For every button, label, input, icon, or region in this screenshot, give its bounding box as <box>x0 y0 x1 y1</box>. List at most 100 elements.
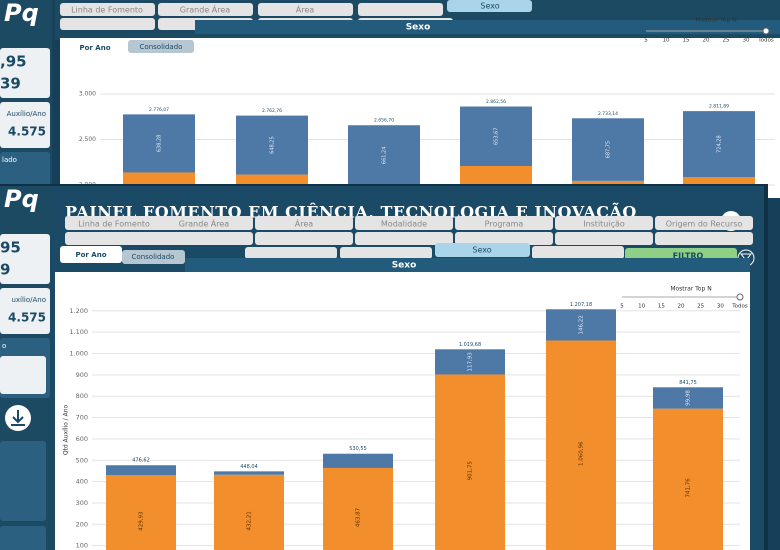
slider-tick-label: 15 <box>658 304 665 310</box>
bar-value-label: 463,87 <box>356 507 362 527</box>
filter-tab-active[interactable] <box>447 0 532 12</box>
bar-segment <box>106 475 176 550</box>
bar-segment <box>653 408 723 550</box>
slider-label: Mostrar Top N <box>670 286 711 293</box>
bar-segment <box>348 125 420 186</box>
filter-tab[interactable] <box>245 247 337 259</box>
y-tick-label: 900 <box>76 371 88 379</box>
filter-tab[interactable] <box>358 3 443 16</box>
bar-value-label: 432,21 <box>247 511 253 530</box>
y-tick-label: 3.000 <box>79 91 96 98</box>
slider-knob[interactable] <box>736 293 744 301</box>
filter-tab-label: Modalidade <box>381 220 427 229</box>
filter-tab-label: Programa <box>485 220 524 229</box>
filter-tab-active[interactable] <box>435 243 530 257</box>
bar-value-label: 429,93 <box>139 511 145 531</box>
filter-tab[interactable] <box>255 216 353 230</box>
bar-value-label: 724,28 <box>717 135 723 153</box>
slider-tick-label: 20 <box>703 38 710 44</box>
tab[interactable] <box>122 250 185 264</box>
bar-total-label: 2.811,89 <box>709 104 729 110</box>
kpi-value: ,95 <box>0 53 27 71</box>
filter-tab[interactable] <box>60 3 155 16</box>
filter-tab[interactable] <box>555 232 653 245</box>
slider-tick-label: 30 <box>717 304 724 310</box>
slider-tick-label: Todos <box>757 38 774 44</box>
filter-tab[interactable] <box>532 246 624 259</box>
slider-tick-label: 20 <box>678 304 685 310</box>
section-title: Sexo <box>392 261 417 271</box>
bar-segment <box>323 467 393 550</box>
bar-value-label: 661,24 <box>382 147 388 165</box>
filter-tab-label: Linha de Fomento <box>71 6 143 15</box>
y-tick-label: 2.500 <box>79 136 96 143</box>
bar-segment <box>572 118 644 181</box>
slider-label: Mostrar Top N <box>695 17 736 24</box>
slider-knob[interactable] <box>762 27 770 35</box>
filter-tab[interactable] <box>555 216 653 230</box>
kpi-card <box>0 48 50 98</box>
bar-total-label: 1.207,18 <box>570 302 592 308</box>
filter-tab[interactable] <box>455 216 553 230</box>
panel-box <box>0 441 46 521</box>
kpi-caption: Auxílio/Ano <box>7 110 46 118</box>
download-icon <box>11 410 25 426</box>
slider-tick-label: 15 <box>683 38 690 44</box>
filter-tab[interactable] <box>258 3 353 16</box>
y-axis-label: Qtd Auxílio / Ano <box>63 405 70 456</box>
tab-active[interactable] <box>60 246 122 263</box>
kpi-value: 9 <box>0 261 10 279</box>
kpi-value: 95 <box>0 239 21 257</box>
filter-tab-label: Área <box>296 4 315 15</box>
bar-value-label: 687,75 <box>606 141 612 159</box>
bar-total-label: 1.019,68 <box>459 342 481 348</box>
filter-tab-label: Origem do Recurso <box>666 220 743 229</box>
filter-tab[interactable] <box>355 216 453 230</box>
filter-tab[interactable] <box>655 216 753 230</box>
filter-tab-label: Sexo <box>480 2 499 11</box>
filter-tab[interactable] <box>655 232 753 245</box>
y-tick-label: 600 <box>76 435 88 443</box>
filter-tab[interactable] <box>158 3 253 16</box>
kpi-value: 4.575 <box>8 125 46 139</box>
filter-tab[interactable] <box>355 232 453 245</box>
tab[interactable] <box>128 40 194 53</box>
bar-total-label: 2.733,14 <box>598 111 618 117</box>
filter-tab[interactable] <box>155 216 253 230</box>
bar-segment <box>106 465 176 476</box>
y-tick-label: 400 <box>76 478 88 486</box>
bar-segment <box>460 106 532 166</box>
bar-segment <box>546 309 616 341</box>
bar-value-label: 901,75 <box>468 461 474 481</box>
bar-segment <box>123 114 195 173</box>
kpi-card <box>0 234 50 284</box>
kpi-caption: o <box>2 342 6 350</box>
section-title: Sexo <box>406 23 431 33</box>
tab-label: Por Ano <box>79 44 110 52</box>
bar-segment <box>236 115 308 175</box>
filter-tab[interactable] <box>455 232 553 245</box>
filter-tab[interactable] <box>65 216 163 230</box>
kpi-value: 4.575 <box>8 311 46 325</box>
bar-segment <box>214 474 284 550</box>
tab-active[interactable] <box>62 40 128 55</box>
filter-tab[interactable] <box>155 232 253 245</box>
y-tick-label: 700 <box>76 414 88 422</box>
bar-total-label: 2.776,07 <box>149 107 169 113</box>
bar-segment <box>323 453 393 468</box>
bar-value-label: 99,98 <box>686 390 692 406</box>
bar-segment <box>546 340 616 550</box>
filter-tab[interactable] <box>65 232 163 245</box>
bar-value-label: 117,93 <box>468 352 474 372</box>
kpi-card <box>0 288 50 334</box>
kpi-box <box>0 356 46 394</box>
bar-total-label: 2.862,56 <box>486 99 506 105</box>
filter-tab[interactable] <box>340 247 432 259</box>
slider-tick-label: 25 <box>697 304 704 310</box>
filter-tab[interactable] <box>60 18 155 30</box>
slider-tick-label: 25 <box>723 38 730 44</box>
section-strip <box>195 20 780 34</box>
panel-box <box>0 526 46 550</box>
filter-tab[interactable] <box>255 232 353 245</box>
